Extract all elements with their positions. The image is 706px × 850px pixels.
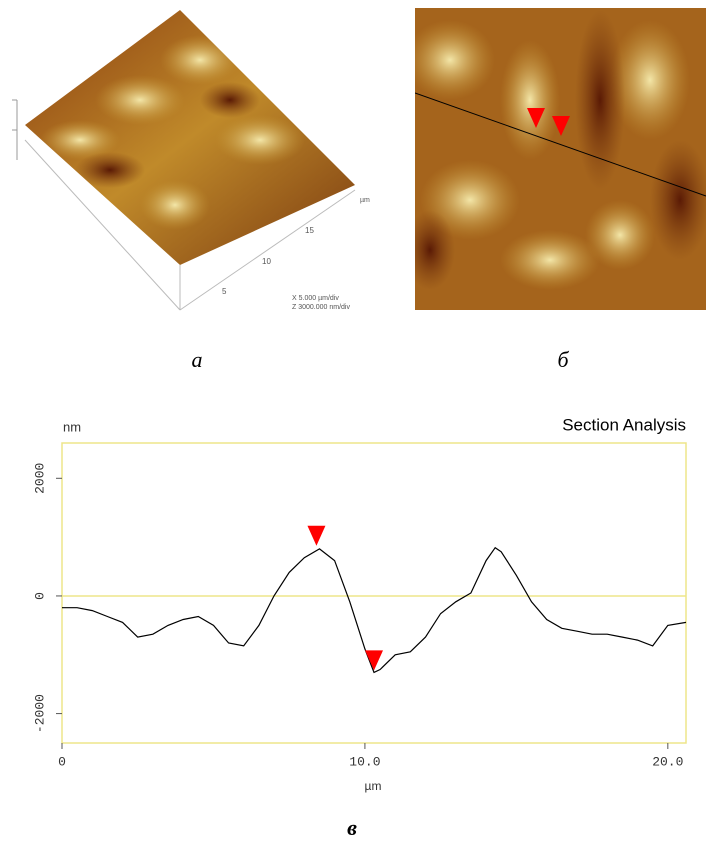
scale-label: Z 3000.000 nm/div: [292, 304, 350, 311]
x-tick-label: 10.0: [349, 754, 380, 769]
x-tick-label: 0: [58, 754, 66, 769]
y-tick-label: 0: [32, 592, 47, 600]
panel-label: б: [557, 347, 569, 372]
panel-label: в: [347, 815, 357, 840]
cursor-marker: [307, 525, 326, 546]
topography-image: [415, 8, 706, 310]
surface-3d: [12, 10, 356, 311]
y-tick-label: -2000: [32, 694, 47, 733]
unit-label: µm: [360, 197, 370, 204]
plot-frame: [61, 442, 687, 744]
x-axis-label: µm: [365, 779, 382, 793]
y-tick-label: 2000: [32, 463, 47, 494]
y-unit: nm: [63, 419, 81, 434]
chart-title: Section Analysis: [562, 415, 686, 434]
x-tick-label: 20.0: [652, 754, 683, 769]
tick-label: 15: [305, 226, 314, 235]
cursor-marker: [365, 650, 383, 671]
panel-label: а: [192, 347, 203, 372]
tick-label: 5: [222, 287, 227, 296]
tick-label: 10: [262, 257, 271, 266]
section-line: [62, 546, 687, 674]
scale-label: X 5.000 µm/div: [292, 295, 339, 302]
